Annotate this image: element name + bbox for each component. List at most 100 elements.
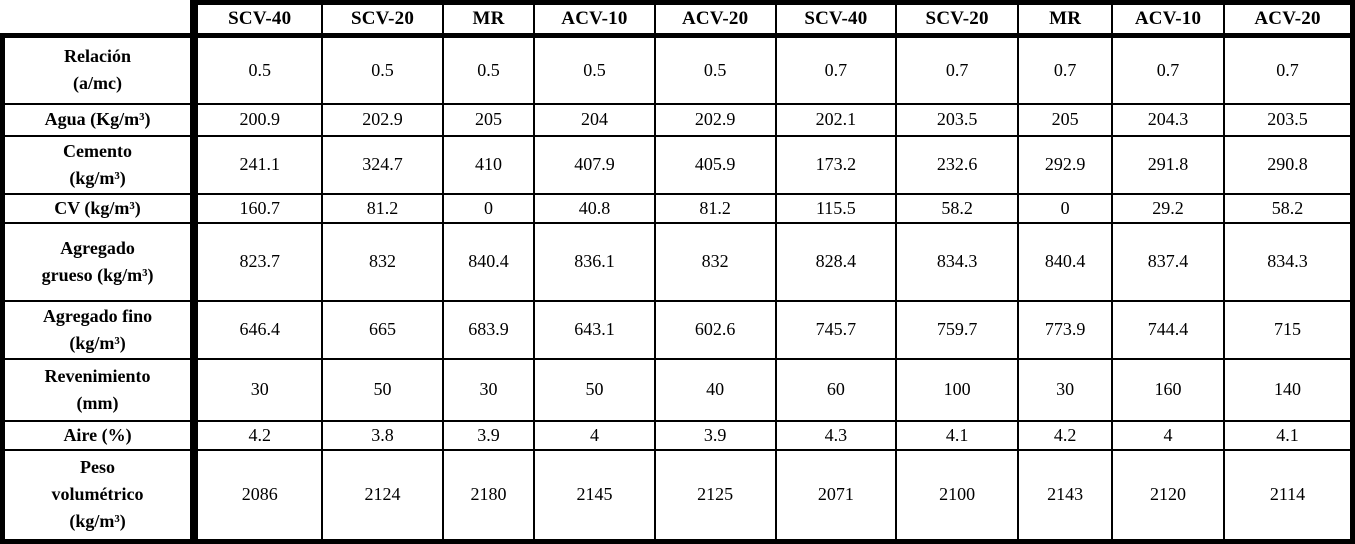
data-cell: 58.2 [894, 192, 1020, 224]
data-cell: 4.3 [774, 419, 898, 451]
column-header: SCV-20 [894, 0, 1020, 38]
table-row: Relación (a/mc) 0.5 0.5 0.5 0.5 0.5 0.7 … [0, 34, 1355, 105]
data-cell: 2143 [1017, 448, 1113, 544]
data-cell: 203.5 [1223, 102, 1355, 137]
data-cell: 173.2 [774, 134, 898, 195]
data-cell: 4.2 [193, 419, 324, 451]
data-cell: 0.7 [1017, 34, 1113, 105]
column-header: ACV-20 [653, 0, 777, 38]
data-cell: 200.9 [193, 102, 324, 137]
data-cell: 0 [441, 192, 536, 224]
table-row: Aire (%) 4.2 3.8 3.9 4 3.9 4.3 4.1 4.2 4… [0, 419, 1355, 451]
data-cell: 0.5 [533, 34, 656, 105]
data-cell: 665 [321, 299, 444, 360]
data-cell: 405.9 [653, 134, 777, 195]
column-header: ACV-10 [1110, 0, 1226, 38]
data-cell: 160.7 [193, 192, 324, 224]
data-cell: 3.9 [441, 419, 536, 451]
data-cell: 836.1 [533, 221, 656, 302]
data-cell: 407.9 [533, 134, 656, 195]
data-cell: 202.9 [653, 102, 777, 137]
data-cell: 683.9 [441, 299, 536, 360]
row-label: Agregado fino (kg/m³) [0, 299, 199, 360]
table-row: Cemento (kg/m³) 241.1 324.7 410 407.9 40… [0, 134, 1355, 195]
data-cell: 324.7 [321, 134, 444, 195]
data-cell: 745.7 [774, 299, 898, 360]
data-cell: 0.5 [653, 34, 777, 105]
data-cell: 40 [653, 357, 777, 422]
data-cell: 2145 [533, 448, 656, 544]
data-cell: 832 [321, 221, 444, 302]
data-cell: 834.3 [894, 221, 1020, 302]
data-cell: 0 [1017, 192, 1113, 224]
data-cell: 828.4 [774, 221, 898, 302]
data-cell: 204.3 [1110, 102, 1226, 137]
data-cell: 203.5 [894, 102, 1020, 137]
column-header: MR [441, 0, 536, 38]
column-header: ACV-20 [1223, 0, 1355, 38]
data-cell: 602.6 [653, 299, 777, 360]
data-cell: 4 [1110, 419, 1226, 451]
data-cell: 202.1 [774, 102, 898, 137]
data-cell: 3.9 [653, 419, 777, 451]
header-row: SCV-40 SCV-20 MR ACV-10 ACV-20 SCV-40 SC… [2, 0, 1355, 38]
data-cell: 30 [1017, 357, 1113, 422]
data-cell: 840.4 [441, 221, 536, 302]
data-cell: 2180 [441, 448, 536, 544]
data-cell: 115.5 [774, 192, 898, 224]
data-cell: 232.6 [894, 134, 1020, 195]
data-cell: 0.7 [894, 34, 1020, 105]
data-cell: 58.2 [1223, 192, 1355, 224]
table-row: Agregado fino (kg/m³) 646.4 665 683.9 64… [0, 299, 1355, 360]
data-cell: 0.5 [441, 34, 536, 105]
column-header: SCV-40 [774, 0, 898, 38]
data-cell: 241.1 [193, 134, 324, 195]
data-cell: 81.2 [321, 192, 444, 224]
data-cell: 773.9 [1017, 299, 1113, 360]
data-cell: 759.7 [894, 299, 1020, 360]
column-header: MR [1017, 0, 1113, 38]
data-cell: 60 [774, 357, 898, 422]
data-cell: 837.4 [1110, 221, 1226, 302]
data-cell: 0.7 [1223, 34, 1355, 105]
data-cell: 0.5 [193, 34, 324, 105]
data-cell: 0.5 [321, 34, 444, 105]
data-cell: 2124 [321, 448, 444, 544]
data-cell: 834.3 [1223, 221, 1355, 302]
data-cell: 646.4 [193, 299, 324, 360]
data-cell: 204 [533, 102, 656, 137]
data-cell: 0.7 [774, 34, 898, 105]
data-cell: 840.4 [1017, 221, 1113, 302]
table-row: Agregado grueso (kg/m³) 823.7 832 840.4 … [0, 221, 1355, 302]
data-cell: 2120 [1110, 448, 1226, 544]
data-cell: 3.8 [321, 419, 444, 451]
data-cell: 2100 [894, 448, 1020, 544]
data-cell: 4.1 [1223, 419, 1355, 451]
row-label: Revenimiento (mm) [0, 357, 199, 422]
data-cell: 0.7 [1110, 34, 1226, 105]
data-cell: 4.2 [1017, 419, 1113, 451]
data-cell: 292.9 [1017, 134, 1113, 195]
data-cell: 30 [193, 357, 324, 422]
row-label: Aire (%) [0, 419, 199, 451]
corner-cell [2, 2, 199, 38]
data-cell: 715 [1223, 299, 1355, 360]
table-row: CV (kg/m³) 160.7 81.2 0 40.8 81.2 115.5 … [0, 192, 1355, 224]
data-cell: 30 [441, 357, 536, 422]
table-row: Peso volumétrico (kg/m³) 2086 2124 2180 … [0, 448, 1355, 544]
data-cell: 205 [441, 102, 536, 137]
row-label: CV (kg/m³) [0, 192, 199, 224]
table-row: Agua (Kg/m³) 200.9 202.9 205 204 202.9 2… [0, 102, 1355, 137]
row-label: Cemento (kg/m³) [0, 134, 199, 195]
data-cell: 2114 [1223, 448, 1355, 544]
table-row: Revenimiento (mm) 30 50 30 50 40 60 100 … [0, 357, 1355, 422]
data-cell: 40.8 [533, 192, 656, 224]
data-cell: 50 [321, 357, 444, 422]
row-label: Agua (Kg/m³) [0, 102, 199, 137]
data-cell: 744.4 [1110, 299, 1226, 360]
column-header: SCV-40 [193, 0, 324, 38]
data-cell: 2086 [193, 448, 324, 544]
data-cell: 832 [653, 221, 777, 302]
data-cell: 100 [894, 357, 1020, 422]
